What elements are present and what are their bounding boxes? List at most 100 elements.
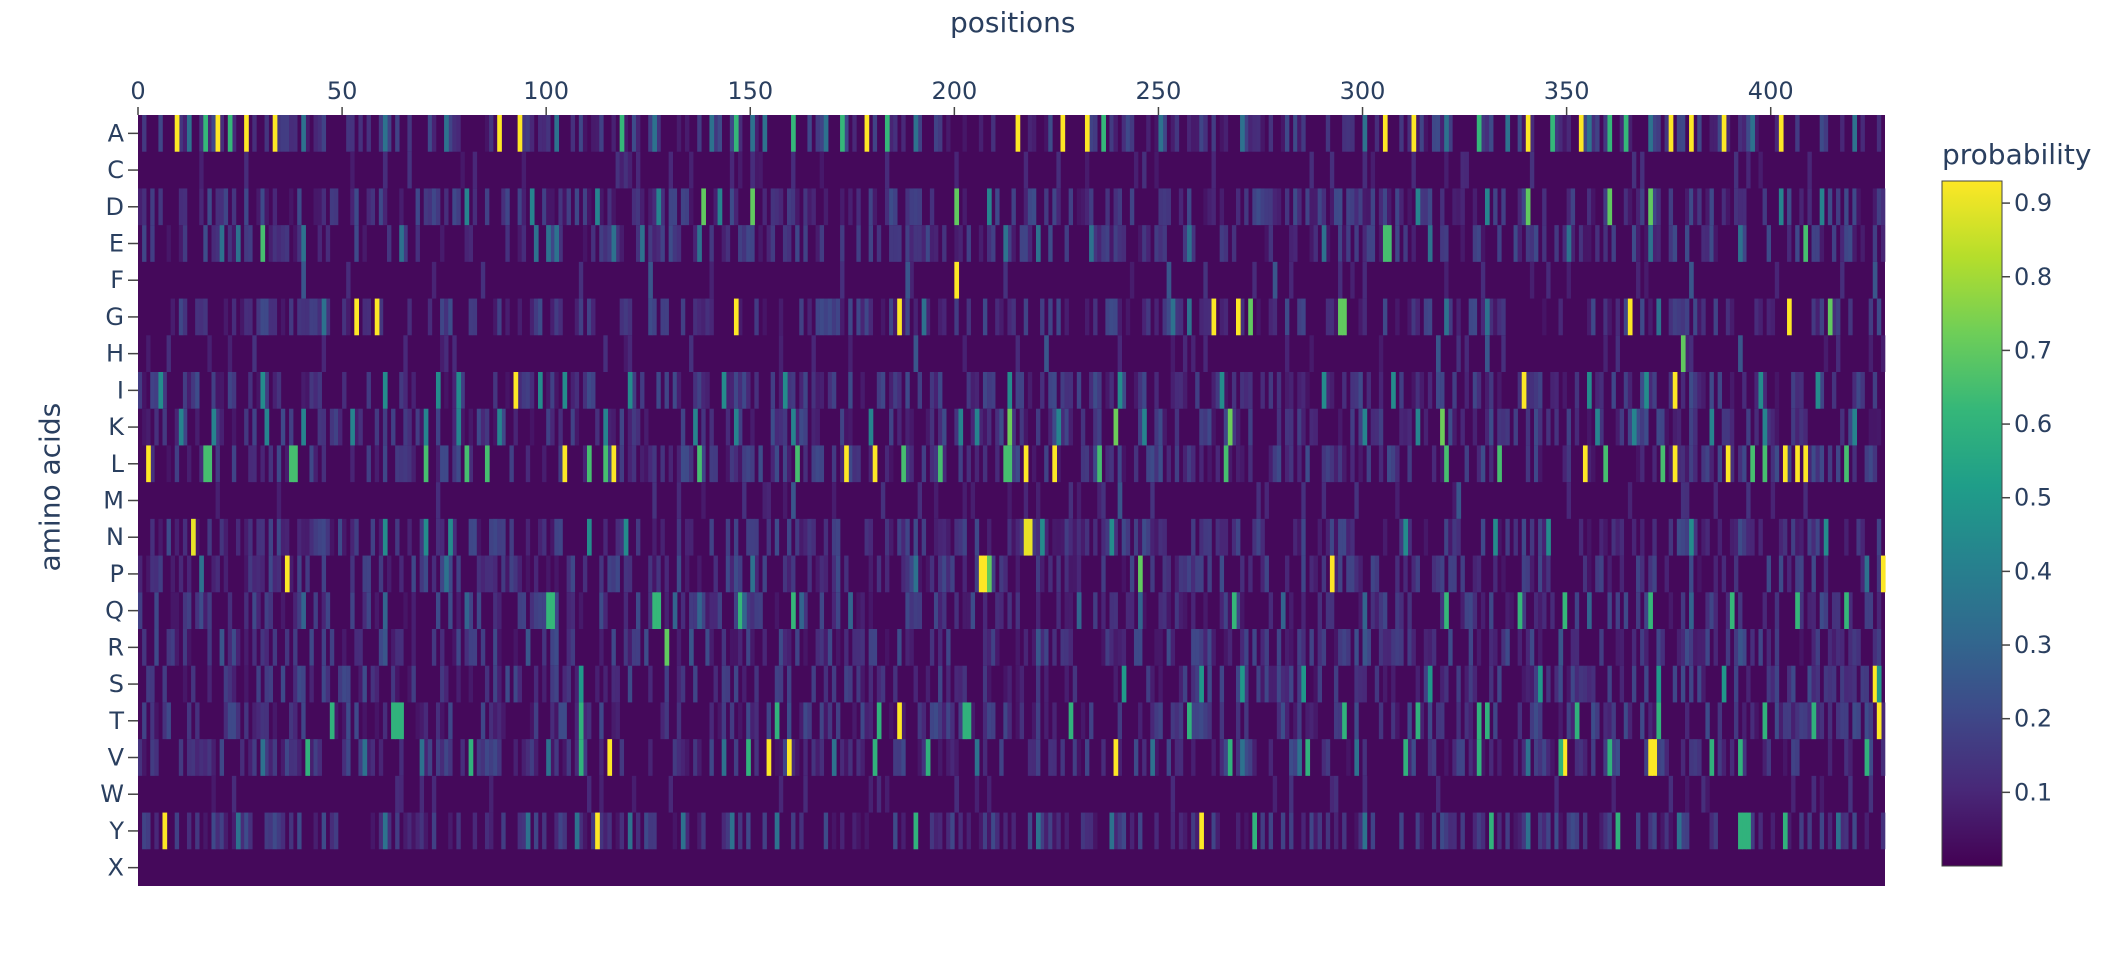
heatmap-cell [680,592,686,629]
heatmap-cell [1464,702,1469,740]
heatmap-cell [1321,445,1327,483]
heatmap-cell [1660,629,1665,666]
heatmap-cell [676,739,682,776]
heatmap-peak-cell [791,408,796,446]
heatmap-cell [1297,115,1302,152]
heatmap-peak-cell [391,702,396,740]
heatmap-cell [1538,739,1543,776]
heatmap-cell [1562,445,1567,483]
heatmap-cell [1603,298,1608,336]
heatmap-cell [1644,592,1649,629]
y-tick-label: T [108,707,124,735]
heatmap-cell [170,592,176,629]
heatmap-cell [264,629,269,666]
heatmap-cell [1142,739,1147,776]
heatmap-cell [1799,188,1804,226]
heatmap-cell [587,188,592,226]
heatmap-cell [1689,629,1694,666]
heatmap-peak-cell [1109,812,1115,850]
heatmap-cell [856,592,861,629]
heatmap-cell [501,812,506,850]
heatmap-peak-cell [382,372,388,409]
heatmap-peak-cell [864,115,870,152]
heatmap-cell [1395,629,1400,666]
heatmap-cell [1733,151,1739,189]
heatmap-cell [962,115,967,152]
heatmap-cell [868,702,874,740]
heatmap-cell [1631,225,1637,262]
heatmap-cell [1366,188,1371,226]
heatmap-cell [1329,592,1335,629]
heatmap-cell [1297,298,1302,336]
heatmap-cell [958,665,963,703]
heatmap-cell [513,408,518,446]
heatmap-cell [215,225,220,262]
heatmap-peak-cell [701,188,706,226]
heatmap-cell [325,518,331,556]
heatmap-cell [1636,408,1641,446]
heatmap-cell [1158,188,1163,226]
heatmap-cell [142,812,147,850]
heatmap-cell [880,372,886,409]
heatmap-cell [456,665,461,703]
heatmap-cell [1146,115,1151,152]
heatmap-cell [260,518,265,556]
heatmap-cell [701,445,706,483]
heatmap-cell [782,739,788,776]
heatmap-peak-cell [1819,188,1825,226]
heatmap-cell [1701,445,1706,483]
heatmap-cell [1684,629,1690,666]
heatmap-peak-cell [1089,225,1094,262]
heatmap-peak-cell [1456,482,1462,519]
heatmap-peak-cell [550,592,555,629]
heatmap-cell [1880,812,1886,850]
heatmap-cell [199,188,204,226]
heatmap-cell [150,739,155,776]
heatmap-cell [1329,151,1335,189]
heatmap-peak-cell [876,702,882,740]
heatmap-cell [195,702,200,740]
heatmap-cell [1158,225,1163,262]
heatmap-cell [1109,445,1114,483]
heatmap-cell [1231,518,1237,556]
heatmap-cell [774,665,780,703]
heatmap-cell [1333,812,1339,850]
heatmap-cell [635,115,641,152]
heatmap-cell [1468,298,1474,336]
heatmap-cell [1599,629,1604,666]
heatmap-cell [1423,188,1429,226]
heatmap-cell [493,408,498,446]
heatmap-cell [456,629,461,666]
heatmap-cell [1211,188,1216,226]
heatmap-cell [1570,665,1576,703]
heatmap-cell [1260,188,1265,226]
heatmap-cell [1656,629,1661,666]
heatmap-cell [154,408,159,446]
heatmap-cell [582,812,588,850]
heatmap-cell [1566,482,1571,519]
heatmap-cell [366,115,371,152]
heatmap-cell [1827,445,1833,483]
heatmap-cell [1668,775,1674,813]
heatmap-cell [1027,372,1033,409]
heatmap-cell [1468,665,1474,703]
heatmap-cell [774,408,780,446]
heatmap-cell [444,445,449,483]
heatmap-cell [635,629,641,666]
heatmap-cell [289,702,294,740]
heatmap-cell [1174,445,1180,483]
heatmap-cell [1227,445,1233,483]
heatmap-cell [582,702,588,740]
heatmap-cell [815,298,820,336]
heatmap-cell [962,518,967,556]
heatmap-cell [1444,261,1449,299]
heatmap-peak-cell [1027,518,1033,556]
heatmap-cell [1591,739,1596,776]
heatmap-cell [1587,188,1592,226]
heatmap-cell [1697,555,1702,593]
heatmap-cell [554,518,559,556]
heatmap-cell [493,629,498,666]
heatmap-cell [272,629,278,666]
heatmap-cell [452,335,457,372]
heatmap-cell [1489,739,1494,776]
